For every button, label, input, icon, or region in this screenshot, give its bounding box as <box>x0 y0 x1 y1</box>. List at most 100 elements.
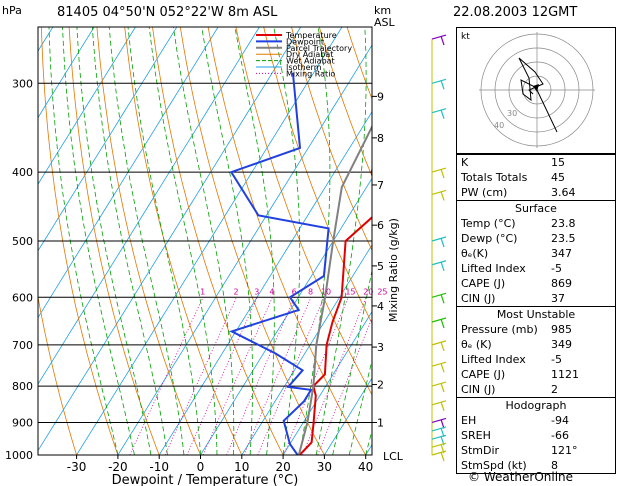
x-tick-label: -30 <box>67 460 87 474</box>
legend-entry: Dewpoint <box>286 37 324 46</box>
index-value: -5 <box>551 353 562 366</box>
wet-adiabat <box>62 27 135 455</box>
dry-adiabat <box>291 27 372 252</box>
plot-frame <box>37 26 373 456</box>
wind-barb-flag <box>440 35 445 46</box>
wind-barb <box>431 426 447 432</box>
mixing-ratio-line <box>226 297 295 455</box>
wind-barb <box>431 189 447 196</box>
index-row: CIN (J) 2 <box>457 382 615 397</box>
dry-adiabat <box>207 27 367 455</box>
most-unstable-title: Most Unstable <box>496 308 576 321</box>
km-tick-label: 3 <box>377 341 384 354</box>
index-value: 121° <box>551 444 578 457</box>
wind-barb <box>431 236 447 242</box>
wind-barb-flag <box>440 80 445 90</box>
index-label: CIN (J) <box>461 292 496 305</box>
wind-barb-flag <box>440 191 445 201</box>
wet-adiabat <box>148 27 218 455</box>
index-label: Pressure (mb) <box>461 323 538 336</box>
dry-adiabat <box>68 27 160 455</box>
km-tick-label: 4 <box>377 300 384 313</box>
index-row: Lifted Index -5 <box>457 352 615 367</box>
mixing-ratio-value: 15 <box>345 287 355 296</box>
wet-adiabat <box>48 27 119 455</box>
index-row: K 15 <box>457 155 615 170</box>
km-tick-label: 1 <box>377 416 384 429</box>
x-tick-label: -10 <box>149 460 169 474</box>
date-header: 22.08.2003 12GMT <box>453 5 578 20</box>
pressure-tick-label: 700 <box>12 339 33 352</box>
index-row: Temp (°C) 23.8 <box>457 216 615 231</box>
legend-entry: Wet Adiabat <box>286 57 335 66</box>
mixing-ratio-value: 25 <box>377 287 387 296</box>
index-value: 37 <box>551 292 565 305</box>
isotherm-line <box>158 110 372 455</box>
index-row: Dewp (°C) 23.5 <box>457 231 615 246</box>
station-header: 81405 04°50'N 052°22'W 8m ASL <box>57 5 278 20</box>
pressure-tick-label: 800 <box>12 380 33 393</box>
wet-adiabat <box>108 27 185 455</box>
index-row: Lifted Index -5 <box>457 261 615 276</box>
index-value: 45 <box>551 171 565 184</box>
index-value: 3.64 <box>551 186 576 199</box>
pressure-tick-label: 900 <box>12 416 33 429</box>
km-tick-label: 9 <box>377 90 384 103</box>
wind-barb <box>431 450 447 456</box>
dry-adiabat <box>40 27 119 455</box>
wind-barb <box>431 400 447 406</box>
index-label: Lifted Index <box>461 262 526 275</box>
km-tick-label: 7 <box>377 179 384 192</box>
mixing-ratio-value: 10 <box>321 287 331 296</box>
indices-table: K 15 Totals Totals 45 PW (cm) 3.64 Surface Te… <box>456 154 616 474</box>
surface-title: Surface <box>515 202 557 215</box>
index-value: 1121 <box>551 368 579 381</box>
index-value: -94 <box>551 414 569 427</box>
wind-barb <box>431 442 447 448</box>
series-line-dewpoint <box>229 72 330 455</box>
wet-adiabat <box>173 27 235 455</box>
index-value: -66 <box>551 429 569 442</box>
index-label: SREH <box>461 429 491 442</box>
wind-barb-flag <box>440 237 445 248</box>
isotherm-line <box>241 244 372 455</box>
wind-barb <box>431 361 447 367</box>
isotherm-line <box>200 177 372 455</box>
wind-barb <box>431 34 447 40</box>
hodograph-panel: kt 40 30 <box>456 27 616 154</box>
km-tick-label: 6 <box>377 219 384 232</box>
hodograph-title: Hodograph <box>505 399 567 412</box>
index-value: 23.8 <box>551 217 576 230</box>
index-row: Pressure (mb) 985 <box>457 322 615 337</box>
index-value: 2 <box>551 383 558 396</box>
storm-motion-marker <box>533 84 539 92</box>
pressure-tick-label: 600 <box>12 291 33 304</box>
index-row: Totals Totals 45 <box>457 170 615 185</box>
mixing-ratio-line <box>257 297 325 455</box>
index-label: Lifted Index <box>461 353 526 366</box>
series-line-parcel-trajectory <box>297 124 372 455</box>
dry-adiabat <box>152 27 284 455</box>
km-tick-label: 5 <box>377 260 384 273</box>
index-label: K <box>461 156 469 169</box>
index-label: StmDir <box>461 444 500 457</box>
y-axis-label: hPa <box>2 4 22 17</box>
index-label: EH <box>461 414 477 427</box>
km-tick-label: 8 <box>377 132 384 145</box>
asl-unit-label: ASL <box>374 16 396 29</box>
wind-barb-flag <box>440 318 445 329</box>
dry-adiabat <box>179 27 325 455</box>
wind-barb <box>431 292 447 298</box>
index-value: 15 <box>551 156 565 169</box>
dry-adiabat <box>124 27 243 455</box>
index-label: θₑ (K) <box>461 338 492 351</box>
legend-entry: Mixing Ratio <box>286 69 335 78</box>
index-value: 869 <box>551 277 572 290</box>
index-row: StmSpd (kt) 8 <box>457 458 615 473</box>
km-unit-label: km <box>374 4 391 17</box>
x-tick-label: -20 <box>108 460 128 474</box>
index-value: 347 <box>551 247 572 260</box>
hodo-trace-tail <box>536 89 558 133</box>
index-row: EH -94 <box>457 413 615 428</box>
wind-barb-flag <box>440 419 445 429</box>
